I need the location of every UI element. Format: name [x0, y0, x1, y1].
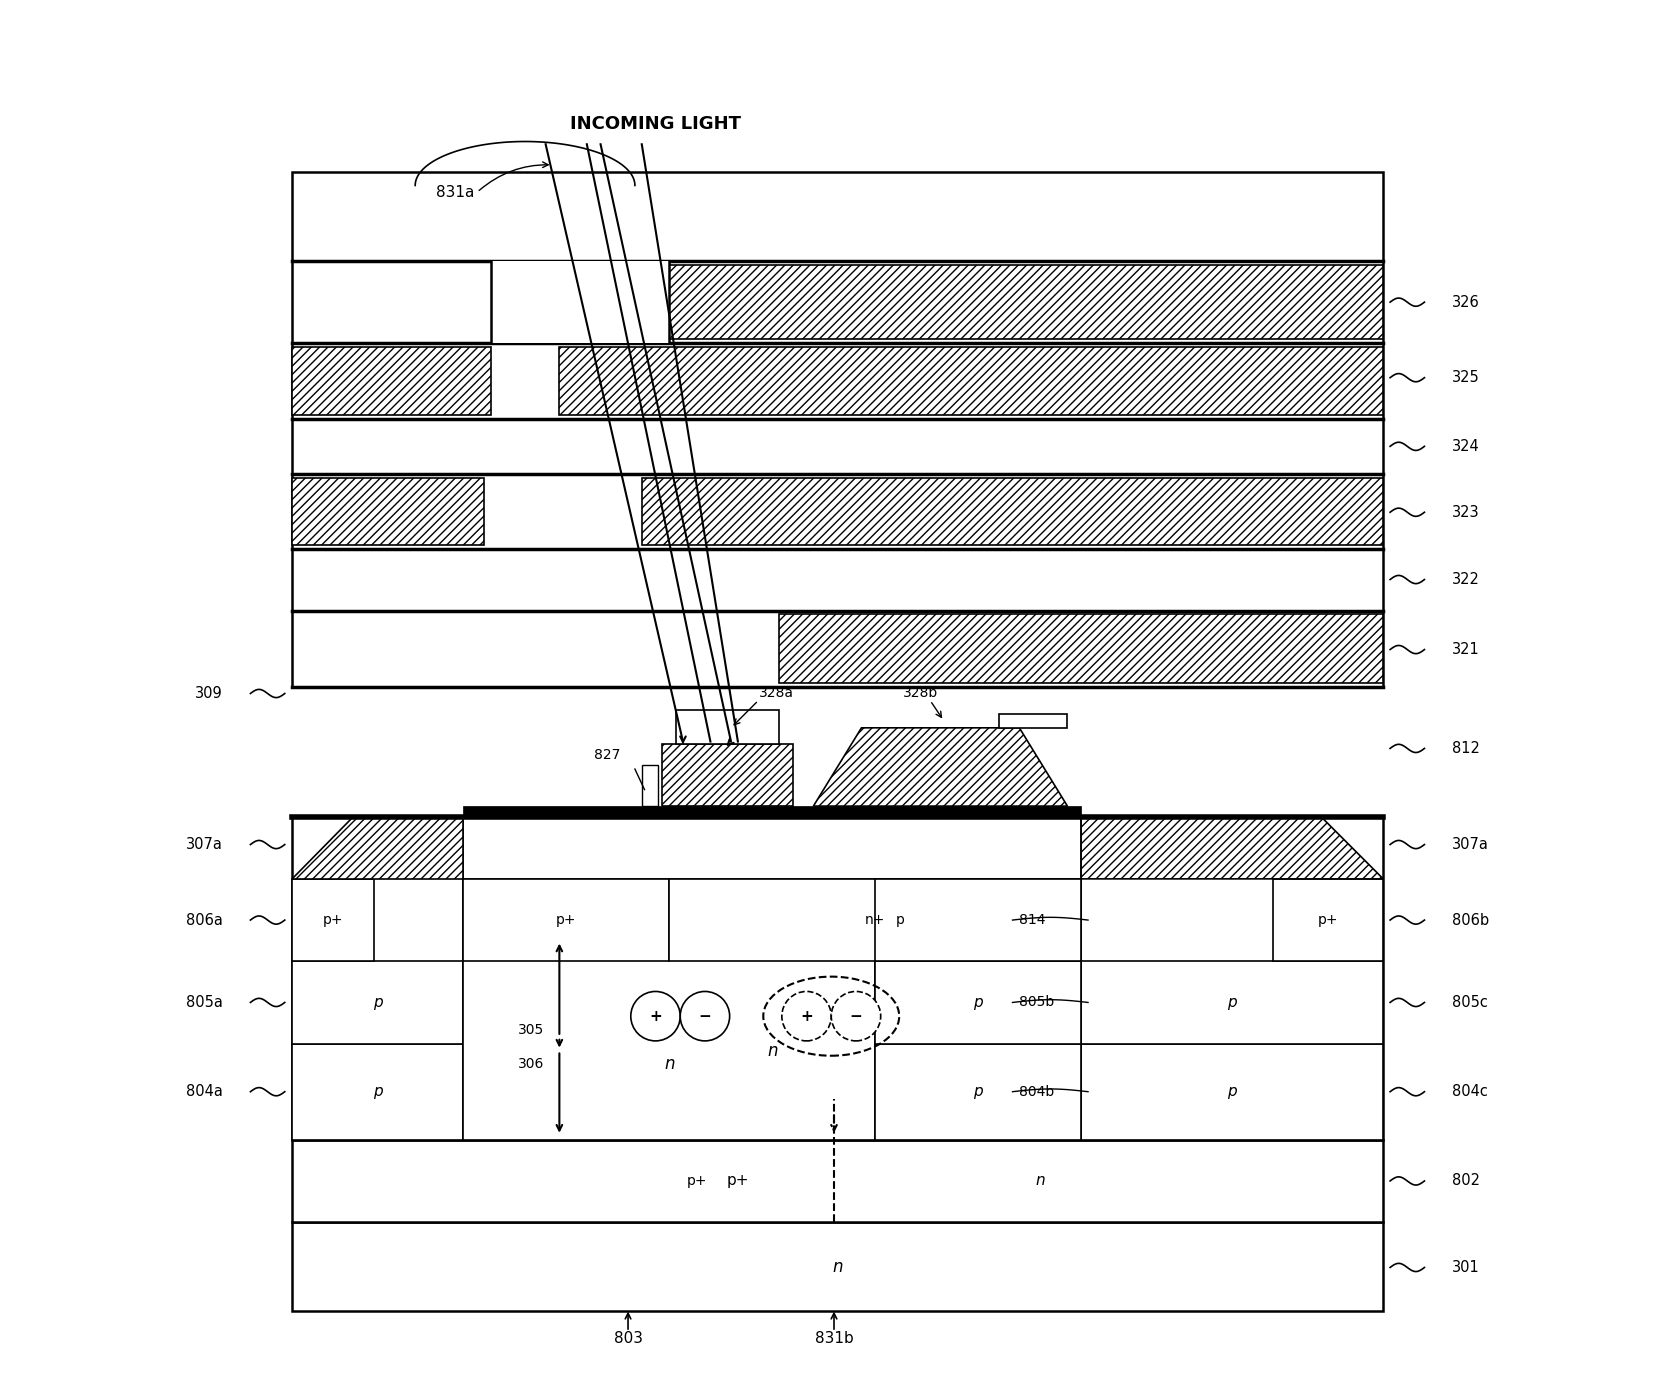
Bar: [669, 879, 1081, 961]
Bar: [676, 710, 779, 745]
Bar: [292, 1140, 1383, 1222]
Text: p: p: [372, 1085, 382, 1100]
Text: 831a: 831a: [435, 184, 474, 200]
Polygon shape: [292, 817, 464, 879]
Bar: [292, 419, 1383, 474]
Bar: [464, 806, 1081, 817]
Text: 804a: 804a: [187, 1085, 224, 1100]
Text: 307a: 307a: [1451, 836, 1490, 852]
Bar: [292, 1043, 464, 1140]
Text: 307a: 307a: [187, 836, 224, 852]
Bar: [642, 479, 1383, 545]
Bar: [525, 265, 1383, 340]
Text: n: n: [832, 1258, 842, 1276]
Text: −: −: [699, 1008, 711, 1024]
Text: 804c: 804c: [1451, 1085, 1488, 1100]
Bar: [1081, 1043, 1383, 1140]
Text: p+: p+: [322, 913, 344, 927]
Polygon shape: [814, 728, 1068, 806]
Bar: [292, 961, 464, 1043]
Text: 323: 323: [1451, 505, 1480, 520]
Text: p: p: [1228, 994, 1238, 1010]
Bar: [292, 549, 1383, 612]
Bar: [662, 745, 792, 806]
Text: 322: 322: [1451, 571, 1480, 587]
Text: 806a: 806a: [187, 913, 224, 928]
Text: p: p: [372, 994, 382, 1010]
Bar: [464, 879, 876, 1140]
Bar: [876, 1043, 1081, 1140]
Text: p+: p+: [1318, 913, 1338, 927]
Text: p+: p+: [687, 1173, 707, 1187]
Text: 325: 325: [1451, 370, 1480, 386]
Text: 814: 814: [1019, 913, 1046, 927]
Bar: [292, 879, 374, 961]
Text: p: p: [896, 913, 904, 927]
Bar: [1081, 961, 1383, 1043]
Circle shape: [831, 992, 881, 1040]
Text: 804b: 804b: [1019, 1085, 1054, 1099]
Bar: [292, 817, 1383, 1140]
Bar: [490, 261, 669, 344]
Text: INCOMING LIGHT: INCOMING LIGHT: [570, 115, 741, 133]
Bar: [292, 612, 1383, 687]
Text: n: n: [767, 1042, 777, 1060]
Text: 805c: 805c: [1451, 994, 1488, 1010]
Bar: [292, 479, 484, 545]
Text: 805a: 805a: [187, 994, 224, 1010]
Bar: [559, 348, 1383, 415]
Bar: [464, 879, 669, 961]
Text: 309: 309: [195, 687, 224, 700]
Text: p+: p+: [727, 1173, 749, 1189]
Text: 328b: 328b: [902, 687, 937, 700]
Text: 321: 321: [1451, 642, 1480, 657]
Text: 806b: 806b: [1451, 913, 1490, 928]
Text: 827: 827: [594, 749, 620, 763]
Text: p: p: [974, 994, 982, 1010]
Polygon shape: [1081, 817, 1383, 879]
Bar: [464, 817, 1081, 879]
Bar: [464, 879, 1081, 1140]
Text: n: n: [664, 1056, 674, 1074]
Text: 805b: 805b: [1019, 996, 1054, 1010]
Bar: [292, 348, 490, 415]
Text: n+: n+: [866, 913, 886, 927]
Bar: [292, 172, 1383, 261]
Bar: [999, 714, 1068, 728]
Text: 812: 812: [1451, 741, 1480, 756]
Text: 306: 306: [519, 1057, 544, 1071]
Bar: [876, 879, 1081, 961]
Text: 802: 802: [1451, 1173, 1480, 1189]
Text: 301: 301: [1451, 1259, 1480, 1275]
Bar: [292, 344, 1383, 419]
Circle shape: [782, 992, 831, 1040]
Text: 328a: 328a: [759, 687, 794, 700]
Bar: [876, 961, 1081, 1043]
Bar: [1273, 879, 1383, 961]
Bar: [642, 764, 659, 806]
Text: p: p: [974, 1085, 982, 1100]
Text: 324: 324: [1451, 438, 1480, 454]
Bar: [292, 474, 1383, 549]
Text: 803: 803: [614, 1332, 642, 1347]
Text: 305: 305: [519, 1022, 544, 1037]
Circle shape: [631, 992, 681, 1040]
Text: p: p: [1228, 1085, 1238, 1100]
Bar: [292, 1222, 1383, 1311]
Text: n: n: [1036, 1173, 1044, 1189]
Text: +: +: [649, 1008, 662, 1024]
Bar: [779, 614, 1383, 682]
Text: −: −: [849, 1008, 862, 1024]
Bar: [292, 261, 1383, 344]
Circle shape: [681, 992, 729, 1040]
Text: 326: 326: [1451, 294, 1480, 309]
Text: p+: p+: [555, 913, 577, 927]
Text: +: +: [801, 1008, 812, 1024]
Text: 831b: 831b: [814, 1332, 854, 1347]
